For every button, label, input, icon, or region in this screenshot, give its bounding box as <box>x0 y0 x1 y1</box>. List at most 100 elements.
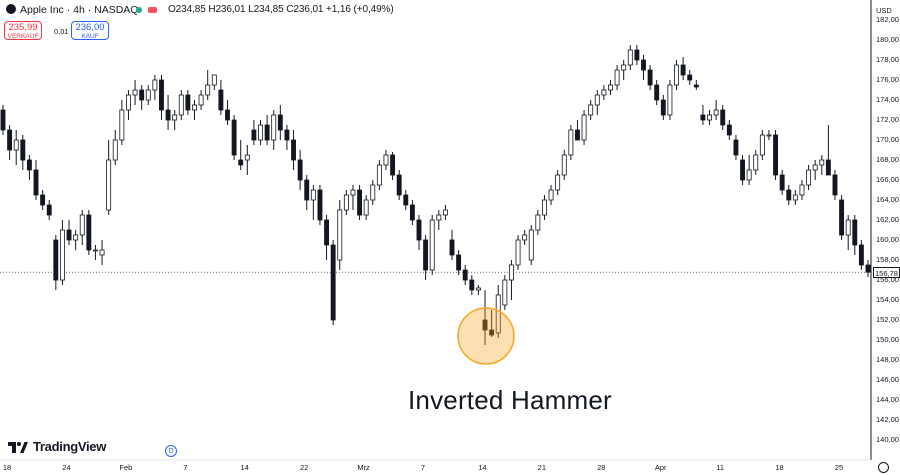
candle-body <box>654 84 660 101</box>
candle-body <box>647 69 653 86</box>
candle-body <box>660 99 666 116</box>
price-tick-label: 148,00 <box>876 355 899 364</box>
candle-body <box>409 204 415 221</box>
price-tick-label: 140,00 <box>876 435 899 444</box>
candle-body <box>423 239 429 271</box>
candle-body <box>693 84 699 88</box>
candle-body <box>376 164 382 186</box>
sell-button[interactable]: 235,99 VERKAUF <box>4 21 42 40</box>
price-tick-label: 152,00 <box>876 315 899 324</box>
candle <box>746 155 752 185</box>
currency-label[interactable]: USD <box>876 6 892 15</box>
candle-body <box>462 269 468 281</box>
candle <box>502 275 508 310</box>
candle-body <box>330 244 336 321</box>
candle-body <box>733 139 739 156</box>
candle <box>324 215 329 260</box>
candle-body <box>112 139 118 161</box>
candle <box>205 70 211 100</box>
candle-body <box>575 129 580 141</box>
price-tick-label: 176,00 <box>876 75 899 84</box>
candle-body <box>145 89 151 101</box>
candle <box>357 185 363 220</box>
candle <box>515 235 521 270</box>
time-tick-label: Apr <box>654 463 667 472</box>
candle <box>852 215 858 255</box>
candle-body <box>456 254 462 271</box>
candle <box>641 55 646 80</box>
buy-button[interactable]: 236,00 KAUF <box>71 21 109 40</box>
candle <box>449 230 455 260</box>
candle-body <box>740 159 745 181</box>
candle <box>647 65 653 90</box>
tradingview-logo[interactable]: TradingView <box>8 439 106 454</box>
candle <box>126 90 131 120</box>
candle <box>845 215 851 250</box>
candle <box>839 195 845 240</box>
candle-body <box>0 109 6 131</box>
candle <box>363 195 369 220</box>
price-tick-label: 180,00 <box>876 35 899 44</box>
price-tick-label: 174,00 <box>876 95 899 104</box>
candle <box>0 105 6 135</box>
candle-body <box>205 84 211 96</box>
candle-body <box>581 114 587 141</box>
candle <box>482 290 488 345</box>
candle <box>812 160 818 180</box>
candle-body <box>700 114 706 121</box>
candle-body <box>746 169 752 181</box>
symbol-title[interactable]: Apple Inc · 4h · NASDAQ <box>20 4 139 16</box>
candle-body <box>442 209 448 216</box>
candle <box>568 125 574 160</box>
candle <box>627 45 633 70</box>
candle <box>660 95 666 120</box>
candle-body <box>152 79 158 91</box>
candle-body <box>858 244 864 266</box>
candle-body <box>172 114 178 121</box>
dividend-marker[interactable]: D <box>165 445 177 457</box>
candle <box>489 310 495 337</box>
candle <box>198 90 204 110</box>
candle-body <box>766 134 772 137</box>
time-tick-label: Feb <box>119 463 133 472</box>
candle-body <box>508 264 514 281</box>
candle <box>522 230 528 245</box>
candle <box>403 190 409 210</box>
candle <box>588 100 594 120</box>
candle-body <box>192 104 197 111</box>
candle <box>238 140 244 170</box>
candle-body <box>390 154 396 176</box>
candle-body <box>317 189 323 221</box>
candle-body <box>680 64 686 76</box>
candle-body <box>812 164 818 171</box>
candle-body <box>271 114 277 141</box>
candle-body <box>126 94 131 111</box>
candle-body <box>264 124 270 141</box>
candle <box>317 185 323 225</box>
candle-body <box>59 229 65 281</box>
candle-body <box>627 49 633 66</box>
candle <box>251 120 257 145</box>
candle-body <box>416 219 422 241</box>
candle-body <box>277 114 283 131</box>
candle <box>20 135 26 170</box>
candle-body <box>792 194 798 201</box>
candle <box>858 240 864 270</box>
candle-body <box>185 94 191 111</box>
price-tick-label: 154,00 <box>876 295 899 304</box>
candle <box>244 145 250 175</box>
candle <box>416 215 422 250</box>
price-tick-label: 146,00 <box>876 375 899 384</box>
spread-value: 0,01 <box>54 27 69 36</box>
candle-body <box>159 79 164 111</box>
candle <box>581 110 587 145</box>
candle <box>806 165 812 190</box>
tradingview-name: TradingView <box>33 439 107 454</box>
candle-body <box>601 89 607 96</box>
candle <box>773 130 779 180</box>
time-tick-label: 14 <box>478 463 487 472</box>
candle <box>799 180 805 200</box>
gear-icon[interactable] <box>878 462 889 473</box>
candle <box>819 155 825 175</box>
